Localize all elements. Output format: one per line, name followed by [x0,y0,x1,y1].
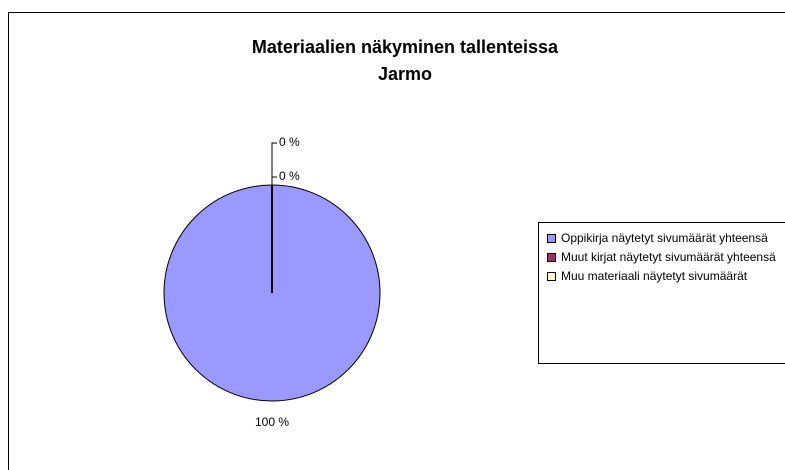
chart-title: Materiaalien näkyminen tallenteissa [252,37,559,57]
legend-label: Muut kirjat näytetyt sivumäärät yhteensä [561,250,776,264]
leader-line [271,176,277,185]
legend: Oppikirja näytetyt sivumäärät yhteensä Mu… [538,222,785,364]
legend-swatch [547,234,556,243]
data-label: 0 % [279,135,300,149]
legend-item: Muut kirjat näytetyt sivumäärät yhteensä [547,250,785,264]
legend-item: Oppikirja näytetyt sivumäärät yhteensä [547,231,785,245]
leader-line [271,142,277,185]
data-label: 100 % [255,415,289,429]
data-label: 0 % [279,169,300,183]
chart-title: Jarmo [378,64,432,84]
legend-item: Muu materiaali näytetyt sivumäärät [547,269,785,283]
legend-label: Muu materiaali näytetyt sivumäärät [561,269,748,283]
legend-label: Oppikirja näytetyt sivumäärät yhteensä [561,231,768,245]
legend-swatch [547,272,556,281]
legend-swatch [547,253,556,262]
